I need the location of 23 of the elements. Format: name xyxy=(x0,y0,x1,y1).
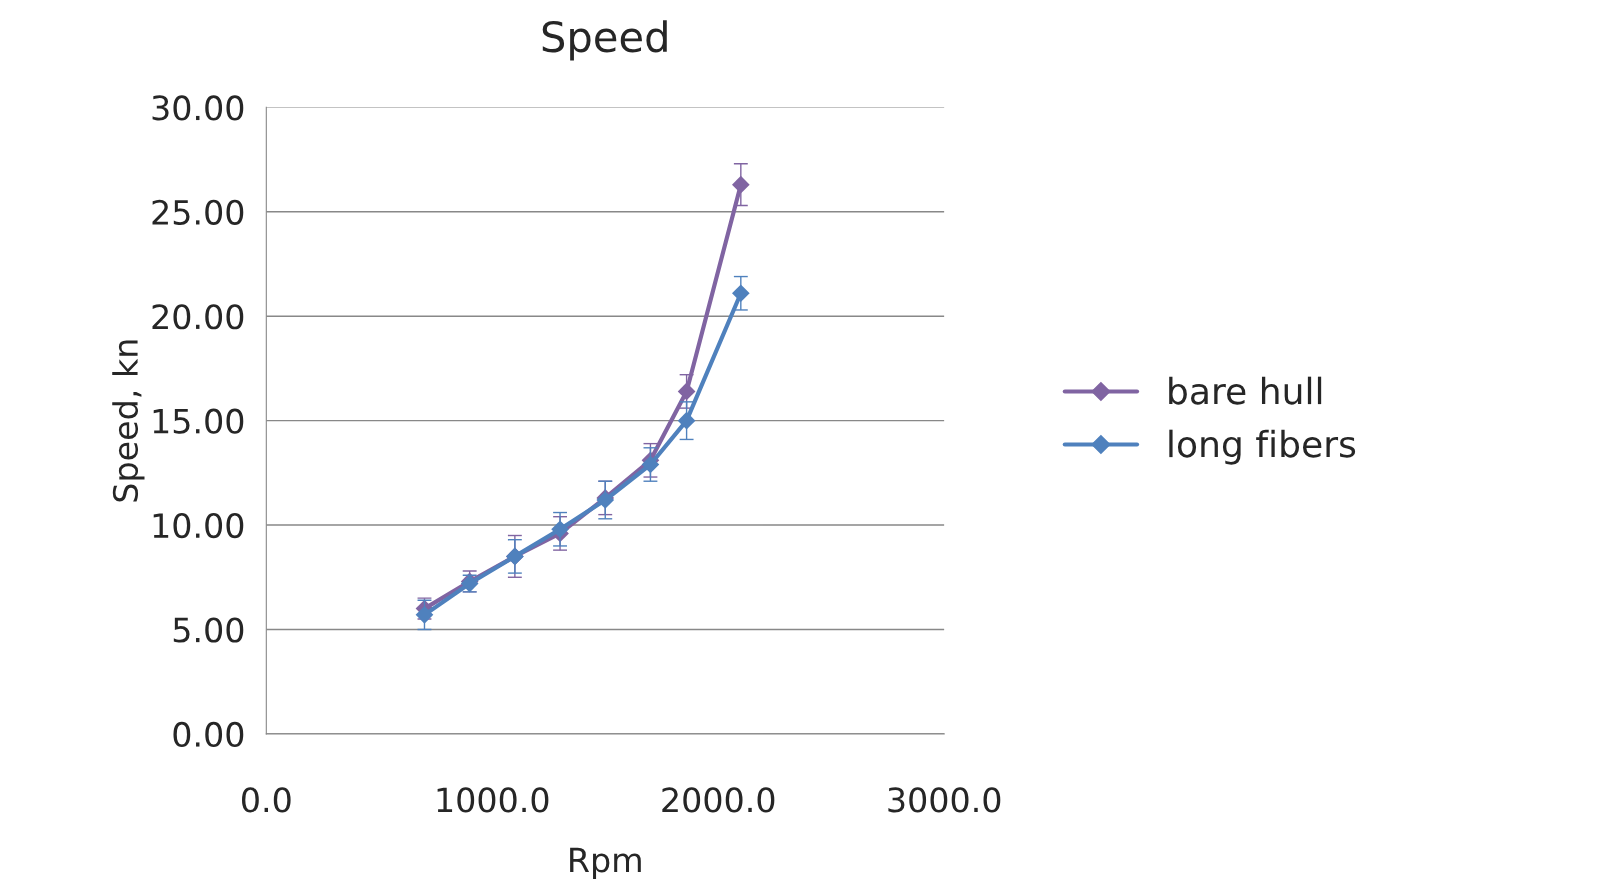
y-tick-label: 5.00 xyxy=(173,617,244,643)
y-tick-label: 25.00 xyxy=(152,199,244,225)
point xyxy=(731,284,750,303)
chart-title: Speed xyxy=(542,20,667,61)
point xyxy=(551,520,569,539)
x-tick-label: 3000.0 xyxy=(888,787,1001,813)
y-tick-label: 20.00 xyxy=(152,304,244,330)
x-tick-label: 0.0 xyxy=(242,787,291,813)
y-tick-label: 30.00 xyxy=(152,95,244,121)
point xyxy=(677,411,696,430)
point xyxy=(677,382,696,401)
point xyxy=(641,455,660,474)
legend-label: long fibers xyxy=(1169,429,1356,465)
x-tick-label: 2000.0 xyxy=(662,787,775,813)
y-tick-label: 15.00 xyxy=(153,408,244,434)
legend-label: bare hull xyxy=(1169,376,1322,405)
x-tick-label: 1000.0 xyxy=(437,787,549,813)
point xyxy=(731,175,750,194)
x-axis-title: Rpm xyxy=(570,847,641,879)
y-tick-label: 10.00 xyxy=(153,512,244,539)
y-tick-label: 0.00 xyxy=(173,721,244,748)
point xyxy=(415,606,434,624)
y-axis-title: Speed, kn xyxy=(112,340,145,502)
